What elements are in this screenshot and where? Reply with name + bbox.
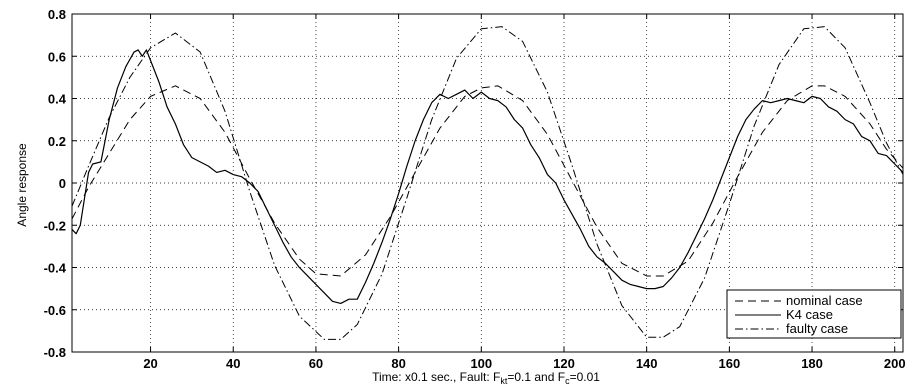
legend: nominal case K4 case faulty case	[726, 289, 902, 339]
x-tick-label: 100	[470, 356, 492, 371]
y-tick-label: -0.4	[44, 261, 67, 276]
x-axis-label: Time: x0.1 sec., Fault: Fkt=0.1 and Fc=0…	[372, 370, 600, 385]
y-tick-label: 0.6	[48, 49, 66, 64]
y-tick-label: -0.8	[44, 345, 66, 360]
legend-label-faulty: faulty case	[786, 321, 848, 336]
legend-label-nominal: nominal case	[786, 293, 863, 308]
x-tick-label: 40	[226, 356, 240, 371]
series-layer	[71, 26, 904, 340]
x-tick-label: 60	[309, 356, 323, 371]
y-tick-label: 0	[59, 176, 66, 191]
x-axis-label-sub2: c	[565, 376, 570, 385]
series-line-nominal	[71, 85, 904, 277]
x-tick-label: 120	[553, 356, 575, 371]
x-axis-label-suffix: =0.01	[570, 370, 601, 384]
x-tick-label: 140	[636, 356, 658, 371]
x-tick-label: 80	[391, 356, 405, 371]
y-tick-labels: -0.8 -0.6 -0.4 -0.2 0 0.2 0.4 0.6 0.8	[44, 7, 67, 360]
legend-label-k4: K4 case	[786, 307, 833, 322]
x-tick-label: 200	[884, 356, 906, 371]
x-tick-labels: 20 40 60 80 100 120 140 160 180 200	[143, 356, 905, 371]
y-axis-label: Angle response	[15, 143, 29, 227]
y-tick-label: -0.2	[44, 218, 66, 233]
series-line-k4	[71, 49, 904, 305]
x-axis-label-prefix: Time: x0.1 sec., Fault: F	[372, 370, 500, 384]
y-tick-label: 0.4	[48, 92, 67, 107]
x-axis-label-sub1: kt	[500, 376, 508, 385]
legend-box	[726, 289, 902, 339]
x-tick-label: 180	[801, 356, 823, 371]
x-axis-label-mid: =0.1 and F	[507, 370, 565, 384]
x-tick-label: 160	[719, 356, 741, 371]
x-tick-label: 20	[143, 356, 157, 371]
y-tick-label: 0.8	[48, 7, 66, 22]
y-tick-label: 0.2	[48, 134, 66, 149]
y-tick-label: -0.6	[44, 303, 66, 318]
axis-ticks	[72, 13, 903, 353]
series-line-faulty	[71, 26, 904, 340]
